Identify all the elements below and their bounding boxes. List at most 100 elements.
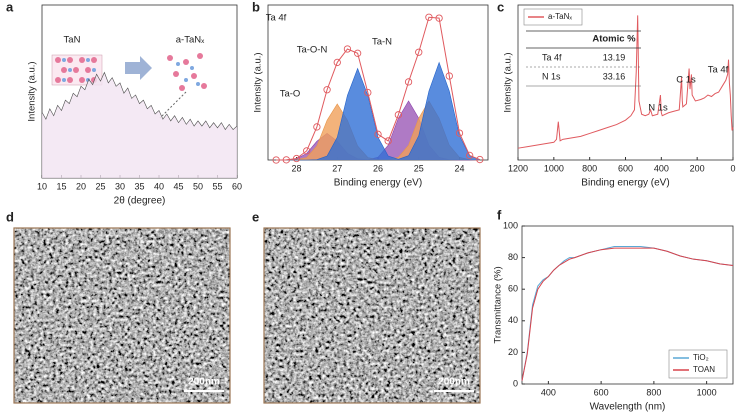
legend-box: [523, 8, 583, 26]
y-axis-label: Intensity (a.u.): [27, 61, 38, 121]
x-tick-label: 26: [373, 163, 383, 173]
image-border: [263, 227, 481, 404]
panel-label: a: [6, 0, 14, 14]
panel-label: d: [6, 209, 14, 224]
y-axis-label: Intensity (a.u.): [503, 52, 514, 112]
data-point: [455, 129, 464, 137]
table-cell: 13.19: [603, 52, 626, 62]
data-point: [333, 58, 341, 67]
table-cell: Ta 4f: [542, 52, 562, 62]
y-tick-label: 20: [508, 347, 518, 357]
table-cell: N 1s: [542, 71, 561, 81]
x-tick-label: 45: [173, 181, 183, 191]
x-tick-label: 20: [76, 181, 86, 191]
sem-image: [264, 228, 480, 403]
sem-image: [14, 228, 230, 403]
line: [276, 16, 481, 161]
data-point: [353, 49, 362, 57]
legend-box: [668, 349, 728, 379]
line: [517, 15, 734, 149]
panel-label: e: [252, 209, 259, 224]
y-axis-label: Intensity (a.u.): [253, 52, 264, 112]
y-tick-label: 80: [508, 252, 518, 262]
x-tick-label: 50: [193, 181, 203, 191]
table-cell: 33.16: [603, 71, 626, 81]
panel-label: c: [497, 0, 504, 14]
crystal-inset: [51, 53, 207, 119]
line: [41, 71, 238, 131]
image-border: [13, 227, 231, 404]
panel-label: b: [252, 0, 260, 14]
x-tick-label: 30: [115, 181, 125, 191]
data-point: [404, 78, 413, 86]
data-point: [292, 154, 301, 163]
data-point: [394, 111, 403, 119]
data-point: [313, 123, 321, 131]
x-tick-label: 28: [292, 163, 302, 173]
data-point: [466, 151, 474, 160]
scale-bar-label: 200nm: [188, 377, 220, 388]
y-axis-label: Transmittance (%): [493, 266, 504, 343]
x-tick-label: 800: [582, 163, 597, 173]
x-tick-label: 25: [95, 181, 105, 191]
panel-label: f: [497, 207, 502, 222]
plot-frame: [521, 225, 734, 385]
y-tick-label: 40: [508, 315, 518, 325]
data-point: [282, 156, 290, 164]
data-point: [384, 137, 392, 145]
data-point: [374, 130, 382, 138]
annotation: Ta-N: [372, 37, 392, 48]
x-tick-label: 60: [232, 181, 242, 191]
x-axis-label: Wavelength (nm): [590, 402, 666, 413]
plot-frame: [517, 4, 734, 161]
annotation: C 1s: [676, 75, 696, 86]
x-tick-label: 0: [730, 163, 735, 173]
area: [42, 72, 237, 178]
legend-label: TOAN: [693, 365, 715, 374]
scale-bar-label: 200nm: [438, 377, 470, 388]
annotation: Ta 4f: [708, 65, 729, 76]
annotation: Ta-O-N: [297, 45, 328, 56]
data-point: [425, 13, 433, 21]
x-tick-label: 400: [541, 387, 556, 397]
data-point: [445, 72, 453, 80]
data-point: [364, 88, 372, 97]
x-tick-label: 27: [332, 163, 342, 173]
x-tick-label: 40: [154, 181, 164, 191]
x-axis-label: Binding energy (eV): [581, 178, 669, 189]
y-tick-label: 0: [513, 378, 518, 388]
annotation: N 1s: [648, 103, 668, 114]
x-tick-label: 600: [594, 387, 609, 397]
data-point: [476, 155, 484, 164]
x-tick-label: 24: [454, 163, 464, 173]
x-tick-label: 1200: [508, 163, 528, 173]
data-point: [272, 156, 280, 164]
legend-label: a-TaNₓ: [548, 12, 572, 21]
data-point: [323, 86, 331, 94]
x-tick-label: 200: [690, 163, 705, 173]
x-tick-label: 15: [56, 181, 66, 191]
x-tick-label: 55: [212, 181, 222, 191]
y-tick-label: 100: [503, 220, 518, 230]
x-tick-label: 1000: [544, 163, 564, 173]
y-tick-label: 60: [508, 284, 518, 294]
x-tick-label: 35: [134, 181, 144, 191]
x-tick-label: 400: [654, 163, 669, 173]
data-point: [303, 147, 311, 155]
annotation: Ta 4f: [266, 13, 287, 24]
data-point: [415, 48, 423, 56]
data-point: [343, 45, 352, 53]
x-tick-label: 800: [646, 387, 661, 397]
line: [521, 247, 734, 381]
table-header: Atomic %: [592, 34, 636, 45]
x-axis-label: Binding energy (eV): [334, 178, 422, 189]
x-axis-label: 2θ (degree): [114, 196, 166, 207]
annotation: Ta-O: [280, 89, 301, 100]
x-tick-label: 10: [37, 181, 47, 191]
annotation: a-TaNₓ: [176, 35, 205, 46]
x-tick-label: 25: [414, 163, 424, 173]
x-tick-label: 600: [618, 163, 633, 173]
data-point: [435, 14, 443, 22]
x-tick-label: 1000: [697, 387, 717, 397]
